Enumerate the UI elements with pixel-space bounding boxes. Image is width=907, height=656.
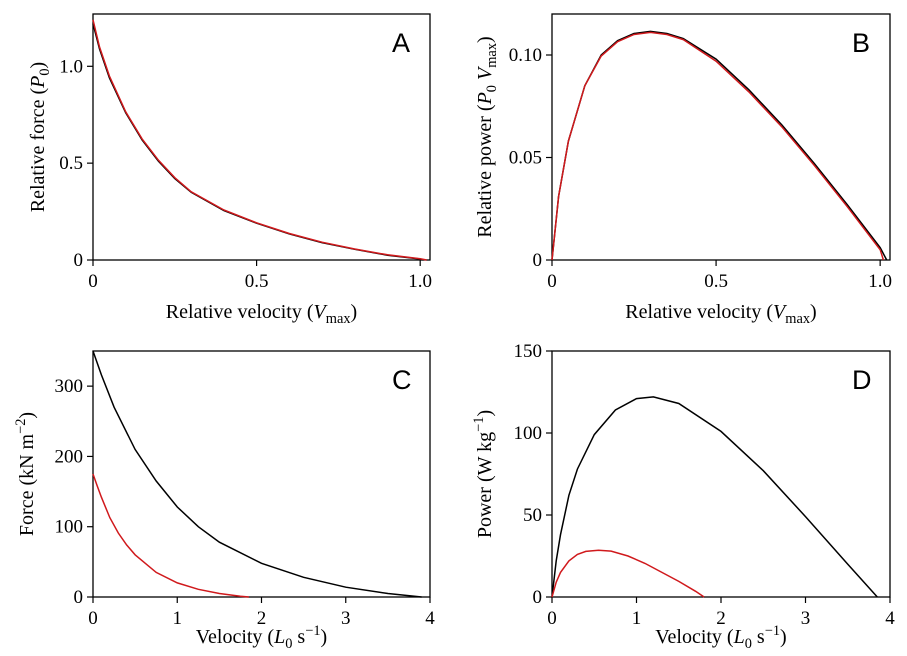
x-axis-title-A: Relative velocity (Vmax) — [166, 301, 357, 327]
y-tick-label-D-1: 50 — [523, 505, 542, 526]
panel-B: 0 0.5 1.0 0 0.05 0.10 B Relative velocity (Vmax… — [474, 14, 892, 327]
y-axis-title-B: Relative power (P0 Vmax) — [474, 36, 500, 237]
x-axis-title-A-part-2: max — [326, 311, 352, 327]
x-axis-title-C-part-1: L — [273, 626, 285, 648]
x-axis-title-D-part-3: s — [752, 626, 765, 648]
series-line-A-0 — [93, 24, 424, 260]
x-tick-label-D-0: 0 — [547, 608, 557, 629]
y-axis-title-A-part-1: P — [27, 76, 49, 89]
y-axis-title-D: Power (W kg−1) — [471, 410, 496, 538]
y-axis-title-B-part-6: ) — [474, 36, 496, 43]
x-axis-title-C-part-3: s — [292, 626, 305, 648]
y-tick-label-D-0: 0 — [533, 587, 543, 608]
y-axis-title-B-part-1: P — [474, 92, 496, 105]
series-line-C-1 — [93, 474, 249, 597]
y-axis-title-B-part-2: 0 — [484, 85, 500, 92]
y-tick-label-C-2: 200 — [55, 446, 84, 467]
x-tick-label-D-3: 3 — [801, 608, 811, 629]
plot-frame-B — [552, 14, 890, 260]
x-tick-label-D-1: 1 — [632, 608, 642, 629]
x-tick-label-D-4: 4 — [885, 608, 895, 629]
series-line-D-0 — [552, 397, 877, 597]
y-tick-label-C-3: 300 — [55, 376, 84, 397]
x-axis-title-D-part-5: ) — [780, 626, 787, 648]
y-axis-title-A-part-0: Relative force ( — [27, 88, 49, 213]
y-axis-title-B-part-0: Relative power ( — [474, 104, 496, 238]
y-tick-label-A-0: 0 — [74, 250, 84, 271]
y-tick-label-C-0: 0 — [74, 587, 84, 608]
y-axis-title-D-part-2: ) — [474, 410, 496, 417]
y-tick-label-B-0: 0 — [533, 250, 543, 271]
panel-letter-D: D — [852, 365, 872, 395]
x-tick-label-C-0: 0 — [88, 608, 98, 629]
x-axis-title-B: Relative velocity (Vmax) — [625, 301, 816, 327]
x-axis-title-D-part-0: Velocity ( — [655, 626, 734, 648]
y-tick-label-D-3: 150 — [514, 341, 543, 362]
x-tick-label-C-1: 1 — [173, 608, 183, 629]
x-axis-title-B-part-0: Relative velocity ( — [625, 301, 773, 323]
y-axis-title-B-part-5: max — [484, 42, 500, 68]
x-axis-title-D-part-1: L — [733, 626, 745, 648]
y-axis-title-A-part-3: ) — [27, 62, 49, 69]
x-axis-title-B-part-3: ) — [810, 301, 817, 323]
x-axis-title-D: Velocity (L0 s−1) — [655, 623, 786, 652]
y-axis-title-D-part-0: Power (W kg — [474, 432, 496, 538]
panel-letter-C: C — [392, 365, 412, 395]
x-tick-label-B-2: 1.0 — [868, 271, 892, 292]
y-axis-title-A-part-2: 0 — [37, 68, 53, 75]
series-line-B-1 — [552, 32, 883, 260]
x-axis-title-D-part-4: −1 — [765, 623, 780, 639]
y-tick-label-B-1: 0.05 — [509, 148, 542, 169]
x-axis-title-A-part-0: Relative velocity ( — [166, 301, 314, 323]
x-axis-title-C-part-0: Velocity ( — [196, 626, 275, 648]
x-axis-title-C-part-2: 0 — [285, 636, 292, 652]
x-tick-label-A-2: 1.0 — [408, 271, 432, 292]
x-tick-label-C-4: 4 — [425, 608, 435, 629]
y-tick-label-D-2: 100 — [514, 423, 543, 444]
x-tick-label-B-1: 0.5 — [704, 271, 728, 292]
plot-frame-A — [93, 14, 430, 260]
y-axis-title-C-part-1: −2 — [13, 419, 29, 434]
x-tick-label-A-0: 0 — [88, 271, 98, 292]
y-tick-label-A-2: 1.0 — [59, 56, 83, 77]
x-axis-title-A-part-3: ) — [351, 301, 358, 323]
x-axis-title-C: Velocity (L0 s−1) — [196, 623, 327, 652]
y-tick-label-B-2: 0.10 — [509, 45, 542, 66]
x-tick-label-C-3: 3 — [341, 608, 351, 629]
y-tick-label-A-1: 0.5 — [59, 153, 83, 174]
series-line-B-0 — [552, 31, 887, 260]
x-axis-title-B-part-2: max — [785, 311, 811, 327]
series-line-D-1 — [552, 550, 704, 597]
x-tick-label-A-1: 0.5 — [245, 271, 269, 292]
panel-letter-B: B — [852, 28, 870, 58]
x-axis-title-D-part-2: 0 — [745, 636, 752, 652]
plot-frame-C — [93, 351, 430, 597]
y-axis-title-D-part-1: −1 — [471, 417, 487, 432]
plot-frame-D — [552, 351, 890, 597]
series-line-A-1 — [93, 20, 427, 260]
y-axis-title-C: Force (kN m−2) — [13, 412, 38, 536]
x-axis-title-C-part-4: −1 — [305, 623, 320, 639]
x-axis-title-C-part-5: ) — [321, 626, 328, 648]
y-axis-title-A: Relative force (P0) — [27, 62, 53, 212]
y-axis-title-C-part-2: ) — [16, 412, 38, 419]
x-tick-label-B-0: 0 — [547, 271, 557, 292]
y-axis-title-C-part-0: Force (kN m — [16, 433, 38, 536]
panel-letter-A: A — [392, 28, 410, 58]
y-tick-label-C-1: 100 — [55, 517, 84, 538]
